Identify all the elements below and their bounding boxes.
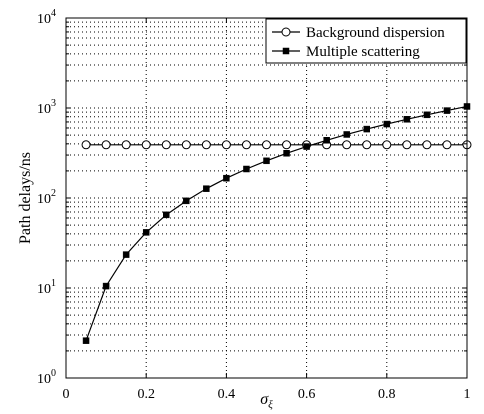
data-point-background-dispersion (282, 140, 292, 150)
data-point-multiple-scattering (142, 229, 150, 236)
data-point-background-dispersion (181, 140, 191, 150)
data-point-multiple-scattering (122, 251, 130, 258)
data-point-multiple-scattering (243, 165, 250, 173)
data-point-background-dispersion (422, 140, 432, 150)
y-tick-label: 100 (37, 368, 56, 387)
data-point-background-dispersion (81, 140, 91, 150)
data-point-background-dispersion (221, 140, 231, 150)
data-point-background-dispersion (101, 140, 111, 150)
y-tick-label: 104 (37, 8, 56, 27)
data-point-background-dispersion (141, 140, 151, 150)
legend-box (265, 18, 467, 64)
data-point-multiple-scattering (303, 143, 310, 150)
data-point-multiple-scattering (163, 211, 170, 219)
data-point-multiple-scattering (263, 157, 270, 165)
data-point-multiple-scattering (343, 131, 350, 138)
series-layer (81, 103, 472, 344)
data-point-background-dispersion (402, 140, 412, 150)
data-point-multiple-scattering (203, 185, 210, 192)
data-point-multiple-scattering (403, 116, 411, 123)
data-point-multiple-scattering (363, 125, 370, 133)
data-point-background-dispersion (342, 140, 352, 150)
grid (66, 18, 467, 378)
data-point-background-dispersion (241, 140, 251, 150)
data-point-background-dispersion (121, 140, 131, 150)
x-tick-label: 0.2 (137, 387, 155, 402)
data-point-multiple-scattering (423, 111, 431, 119)
data-point-multiple-scattering (183, 197, 190, 205)
x-tick-label: 0.4 (218, 387, 236, 402)
data-point-background-dispersion (442, 140, 452, 150)
data-point-background-dispersion (362, 140, 372, 150)
legend: Background dispersion Multiple scattering (265, 18, 467, 64)
data-point-multiple-scattering (383, 120, 391, 128)
x-tick-label: 0 (63, 387, 70, 402)
data-point-multiple-scattering (82, 337, 90, 344)
series-multiple-scattering (82, 103, 471, 344)
data-point-background-dispersion (382, 140, 392, 150)
legend-marker (281, 27, 291, 37)
x-tick-label: 0.6 (298, 387, 316, 402)
x-axis-label: σξ (260, 391, 273, 411)
data-point-multiple-scattering (323, 137, 330, 144)
tick-labels: 0 0.2 0.4 0.6 0.8 1 100 101 102 103 104 (37, 8, 471, 402)
legend-marker (282, 47, 290, 55)
y-axis-label: Path delays/ns (17, 152, 34, 244)
data-point-background-dispersion (161, 140, 171, 150)
x-tick-label: 0.8 (378, 387, 396, 402)
y-tick-label: 101 (37, 278, 56, 297)
data-point-multiple-scattering (102, 282, 110, 290)
data-point-multiple-scattering (283, 150, 290, 157)
series-line-multiple-scattering (85, 105, 468, 341)
legend-entry-multiple-scattering: Multiple scattering (272, 44, 420, 60)
data-point-multiple-scattering (443, 107, 451, 114)
y-tick-label: 103 (37, 98, 56, 117)
series-background-dispersion (81, 140, 472, 150)
y-tick-label: 102 (37, 188, 56, 207)
x-tick-label: 1 (464, 387, 471, 402)
x-axis-label-base: σ (260, 391, 269, 408)
legend-label: Background dispersion (306, 25, 445, 41)
legend-entry-background-dispersion: Background dispersion (272, 25, 445, 41)
data-point-background-dispersion (262, 140, 271, 150)
data-point-multiple-scattering (223, 174, 230, 182)
data-point-background-dispersion (201, 140, 211, 150)
x-axis-label-sub: ξ (268, 399, 273, 411)
legend-label: Multiple scattering (306, 44, 420, 60)
